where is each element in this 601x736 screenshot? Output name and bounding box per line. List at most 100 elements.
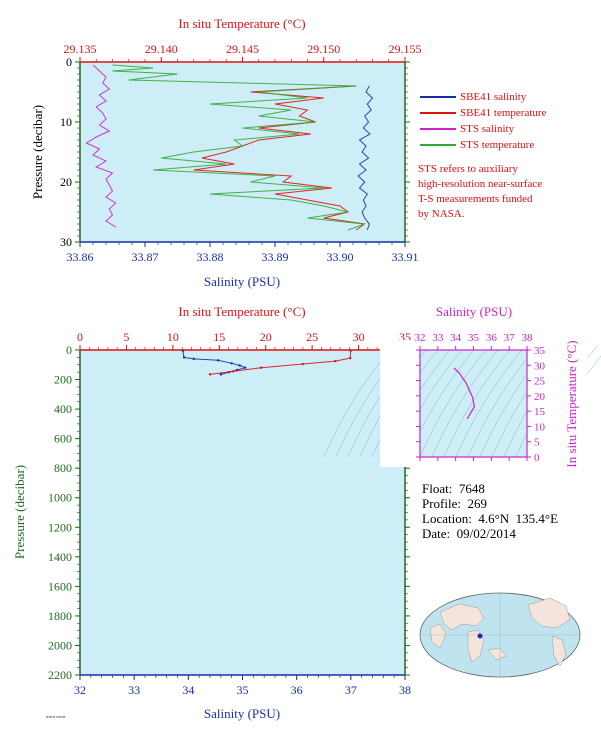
- ts-salinity-axis-title: Salinity (PSU): [436, 304, 512, 319]
- point-sbe41-temperature: [334, 359, 337, 363]
- legend-sts-temperature: STS temperature: [420, 139, 534, 151]
- ts-salinity-tick-label: 36: [486, 332, 498, 344]
- ts-temperature-axis-title: In situ Temperature (°C): [564, 340, 579, 467]
- salinity-tick-label: 35: [237, 683, 249, 697]
- point-sbe41-salinity: [182, 356, 186, 359]
- ts-temperature-tick-label: 25: [534, 376, 546, 388]
- point-sbe41-temperature: [301, 362, 305, 366]
- legend-swatch: [420, 112, 456, 114]
- legend-swatch: [420, 144, 456, 146]
- ts-density-contours: [323, 330, 601, 477]
- float-location-marker: [477, 633, 483, 639]
- point-sbe41-salinity: [244, 366, 247, 369]
- sts-note: STS refers to auxiliary high-resolution …: [418, 163, 543, 220]
- series-sbe41-salinity: [357, 85, 374, 231]
- float-location-world-map: [419, 592, 581, 678]
- top-series: [85, 64, 374, 231]
- point-sbe41-temperature: [259, 366, 263, 369]
- salinity-tick-label: 33.88: [197, 250, 224, 264]
- legend-sbe41-temperature: SBE41 temperature: [420, 107, 546, 119]
- point-sbe41-salinity: [216, 359, 220, 362]
- point-sbe41-salinity: [192, 357, 195, 361]
- salinity-tick-label: 32: [74, 683, 86, 697]
- ts-temperature-tick-label: 5: [534, 437, 540, 449]
- temperature-tick-label: 29.140: [145, 42, 178, 56]
- series-sts-temperature: [112, 64, 365, 231]
- point-sbe41-salinity: [238, 364, 241, 367]
- salinity-tick-label: 33.86: [67, 250, 94, 264]
- temperature-tick-label: 15: [213, 330, 225, 344]
- pressure-tick-label: 1000: [48, 491, 72, 505]
- series-sts-salinity: [85, 64, 117, 228]
- pressure-tick-label: 600: [54, 432, 72, 446]
- top-axes: 33.86 33.87 33.88 33.89 33.90 33.91 29.135 29.1…: [60, 42, 422, 264]
- point-sbe41-salinity: [219, 373, 223, 376]
- ts-temperature-tick-label: 30: [534, 360, 546, 372]
- top-temperature-axis-title: In situ Temperature (°C): [178, 16, 305, 31]
- ts-salinity-tick-label: 32: [415, 332, 426, 344]
- ts-salinity-tick-label: 38: [522, 332, 534, 344]
- salinity-tick-label: 33.89: [262, 250, 289, 264]
- footer-stamp: rrrrrrr rrrrrrr: [46, 714, 66, 719]
- ts-axes: 32 33 34 35 36 37 38 0 5 10 15 20 25 30 35: [415, 332, 546, 464]
- ts-temperature-tick-label: 20: [534, 391, 546, 403]
- legend-swatch: [420, 96, 456, 98]
- bottom-pressure-axis-title: Pressure (decibar): [12, 465, 27, 559]
- point-sbe41-salinity: [181, 349, 185, 352]
- bottom-plot-area: [79, 349, 406, 676]
- temperature-tick-label: 5: [123, 330, 129, 344]
- salinity-tick-label: 37: [345, 683, 357, 697]
- top-pressure-axis-title: Pressure (decibar): [30, 105, 45, 199]
- point-sbe41-temperature: [349, 356, 352, 360]
- float-id: Float: 7648: [422, 481, 485, 496]
- ts-salinity-tick-label: 35: [468, 332, 480, 344]
- ts-salinity-tick-label: 33: [432, 332, 444, 344]
- pressure-tick-label: 200: [54, 373, 72, 387]
- pressure-tick-label: 1200: [48, 520, 72, 534]
- contour-mask-bottom: [420, 457, 527, 477]
- float-location: Location: 4.6°N 135.4°E: [422, 511, 559, 526]
- point-sbe41-salinity: [230, 362, 233, 365]
- pressure-tick-label: 1600: [48, 579, 72, 593]
- ts-temperature-tick-label: 15: [534, 406, 546, 418]
- contour-mask-left: [380, 340, 420, 467]
- legend-swatch: [420, 128, 456, 130]
- salinity-tick-label: 33.90: [327, 250, 354, 264]
- top-profile-panel: In situ Temperature (°C) Salinity (PSU) …: [30, 16, 422, 289]
- bottom-series: [181, 349, 352, 376]
- bottom-axes: 32 33 34 35 36 37 380 5 10 15 20 25 30 35020040060080…: [48, 330, 411, 697]
- ts-series-line: [453, 367, 476, 420]
- salinity-tick-label: 36: [291, 683, 303, 697]
- pressure-tick-label: 400: [54, 402, 72, 416]
- ts-series: [453, 367, 476, 420]
- density-contour: [455, 344, 527, 458]
- pressure-tick-label: 2000: [48, 638, 72, 652]
- density-contour: [431, 344, 503, 458]
- top-salinity-axis-title: Salinity (PSU): [204, 274, 280, 289]
- point-sbe41-temperature: [232, 370, 235, 373]
- pressure-tick-label: 2200: [48, 668, 72, 682]
- pressure-tick-label: 1800: [48, 609, 72, 623]
- bottom-temperature-axis-title: In situ Temperature (°C): [178, 304, 305, 319]
- legend-sts-salinity: STS salinity: [420, 123, 514, 135]
- temperature-tick-label: 29.145: [226, 42, 259, 56]
- pressure-tick-label: 10: [60, 115, 72, 129]
- ts-temperature-tick-label: 0: [534, 452, 540, 464]
- salinity-tick-label: 34: [182, 683, 194, 697]
- temperature-tick-label: 29.135: [64, 42, 97, 56]
- temperature-tick-label: 29.155: [389, 42, 422, 56]
- salinity-tick-label: 33.91: [392, 250, 419, 264]
- pressure-tick-label: 1400: [48, 550, 72, 564]
- point-sbe41-temperature: [208, 373, 212, 376]
- salinity-tick-label: 33.87: [132, 250, 159, 264]
- temperature-tick-label: 20: [260, 330, 272, 344]
- legend-sbe41-salinity: SBE41 salinity: [420, 91, 526, 103]
- temperature-tick-label: 30: [353, 330, 365, 344]
- pressure-tick-label: 20: [60, 175, 72, 189]
- temperature-tick-label: 29.150: [307, 42, 340, 56]
- salinity-tick-label: 38: [399, 683, 411, 697]
- bottom-profile-panel: In situ Temperature (°C) Salinity (PSU) …: [12, 304, 411, 721]
- ts-salinity-tick-label: 34: [450, 332, 462, 344]
- top-plot-area: [79, 61, 406, 243]
